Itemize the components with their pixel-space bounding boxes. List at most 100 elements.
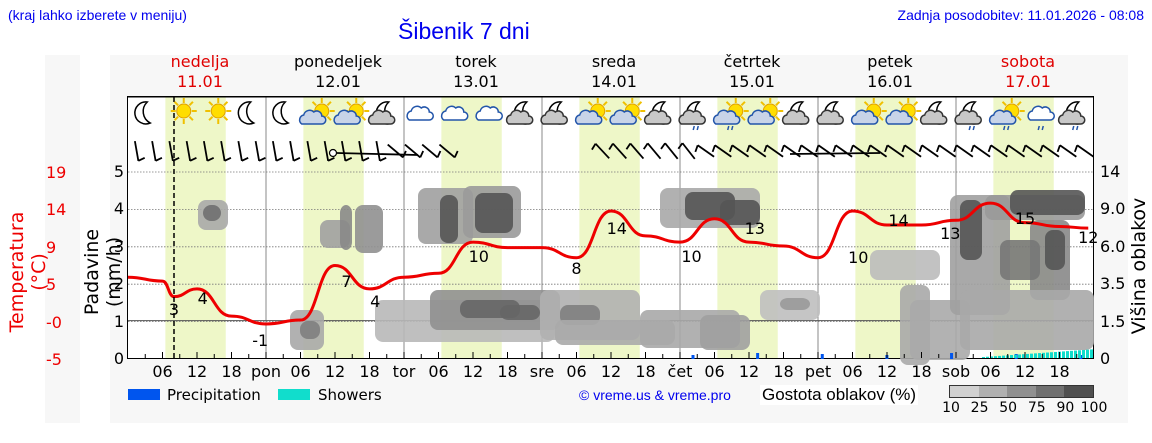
x-tick: sre <box>529 362 555 381</box>
moon-cloud-rain-icon <box>1057 101 1086 131</box>
x-tick: 12 <box>738 362 760 381</box>
moon-cloud-icon <box>816 101 844 125</box>
temperature-annotation: 14 <box>606 219 627 238</box>
precipitation-swatch <box>128 389 160 400</box>
cloud-height-tick: 14 <box>1100 162 1121 181</box>
moon-cloud-icon <box>781 101 810 125</box>
day-date: 12.01 <box>315 72 361 91</box>
temp-tick: -0 <box>46 312 62 332</box>
sun-cloud-icon <box>333 98 370 125</box>
day-name: četrtek <box>723 52 781 71</box>
temperature-annotation: 13 <box>940 224 961 243</box>
day-name: nedelja <box>170 52 230 71</box>
day-header: ponedeljek 12.01 <box>278 52 398 92</box>
day-date: 13.01 <box>453 72 499 91</box>
region-hint-link[interactable]: (kraj lahko izberete v meniju) <box>8 7 187 23</box>
x-tick: 12 <box>876 362 898 381</box>
x-tick: 12 <box>462 362 484 381</box>
temperature-annotation: 7 <box>341 272 352 291</box>
day-name: sobota <box>1000 52 1056 71</box>
cloud-height-tick: 3.5 <box>1100 274 1126 294</box>
temp-tick: 9 <box>46 237 57 257</box>
day-header: petek 16.01 <box>830 52 950 92</box>
copyright-link[interactable]: © vreme.us & vreme.pro <box>579 387 731 403</box>
x-tick: 06 <box>704 362 725 381</box>
x-tick: 12 <box>186 362 208 381</box>
cloud-icon <box>406 105 434 121</box>
precip-tick: 5 <box>113 162 124 181</box>
moon-cloud-rain-icon <box>954 101 982 131</box>
day-header: sobota 17.01 <box>968 52 1088 92</box>
density-tick: 50 <box>999 400 1018 416</box>
cloud-height-tick: 9.0 <box>1100 199 1126 219</box>
density-swatch <box>1007 386 1036 397</box>
day-name: ponedeljek <box>294 52 382 71</box>
temperature-annotation: 10 <box>681 247 702 266</box>
temperature-annotation: 15 <box>1014 209 1036 228</box>
temperature-annotation: 14 <box>888 211 909 230</box>
x-tick: 18 <box>497 362 518 381</box>
sun-cloud-icon <box>574 98 611 125</box>
x-tick: 18 <box>1049 362 1070 381</box>
moon-cloud-icon <box>367 101 396 125</box>
day-header: četrtek 15.01 <box>692 52 812 92</box>
cloud-height-axis-label: Višina oblakov (km) <box>1128 197 1152 335</box>
temperature-annotation: 4 <box>197 289 208 308</box>
x-tick: pet <box>804 362 832 381</box>
day-date: 17.01 <box>1005 72 1051 91</box>
moon-icon <box>237 101 256 125</box>
showers-legend-label: Showers <box>318 386 382 404</box>
day-header: torek 13.01 <box>416 52 536 92</box>
cloud-density-title: Gostota oblakov (%) <box>760 385 919 405</box>
density-tick: 10 <box>942 400 960 416</box>
sun-cloud-rain-icon <box>988 98 1025 131</box>
showers-swatch <box>278 389 310 400</box>
temp-tick: -5 <box>46 350 62 369</box>
temperature-annotation: 8 <box>571 259 582 278</box>
temp-tick: 5 <box>46 275 57 295</box>
cloud-density-scale <box>949 385 1094 398</box>
last-update: Zadnja posodobitev: 11.01.2026 - 08:08 <box>897 7 1144 23</box>
cloud-height-tick: 6.0 <box>1100 236 1126 256</box>
moon-cloud-icon <box>540 101 568 125</box>
sun-cloud-icon <box>850 98 887 125</box>
temp-tick: 19 <box>46 163 67 182</box>
density-tick: 100 <box>1080 400 1108 416</box>
x-tick: 18 <box>359 362 380 381</box>
x-tick: 06 <box>290 362 311 381</box>
sun-icon <box>170 98 197 124</box>
day-header: nedelja 11.01 <box>140 52 260 92</box>
day-date: 14.01 <box>591 72 637 91</box>
density-tick: 75 <box>1027 400 1046 416</box>
day-name: sreda <box>591 52 637 71</box>
precipitation-legend-label: Precipitation <box>167 386 261 404</box>
day-name: petek <box>867 52 913 71</box>
temperature-annotation: 13 <box>744 219 765 238</box>
sun-icon <box>205 98 232 124</box>
temperature-annotation: 4 <box>370 292 381 311</box>
moon-cloud-icon <box>505 101 534 125</box>
density-tick: 90 <box>1056 400 1075 416</box>
x-tick: 06 <box>980 362 1001 381</box>
moon-icon <box>134 101 153 125</box>
cloud-height-tick: 0 <box>1100 349 1111 368</box>
temp-axis-panel <box>45 55 80 423</box>
x-tick: 18 <box>635 362 656 381</box>
sun-cloud-icon <box>609 98 646 125</box>
precip-tick: 2 <box>113 274 124 294</box>
density-swatch <box>978 386 1008 397</box>
precip-tick: 4 <box>113 199 124 219</box>
precip-tick: 3 <box>113 236 124 256</box>
density-swatch <box>1035 386 1065 397</box>
x-tick: 18 <box>911 362 932 381</box>
temperature-annotation: -1 <box>252 331 269 350</box>
temperature-annotation: 12 <box>1078 228 1099 247</box>
precip-tick: 0 <box>113 349 124 368</box>
x-tick: sob <box>941 362 971 381</box>
day-header: sreda 14.01 <box>554 52 674 92</box>
cloud-icon <box>475 105 503 121</box>
page-title: Šibenik 7 dni <box>398 18 530 44</box>
sun-cloud-icon <box>885 98 922 125</box>
x-tick: 06 <box>428 362 449 381</box>
